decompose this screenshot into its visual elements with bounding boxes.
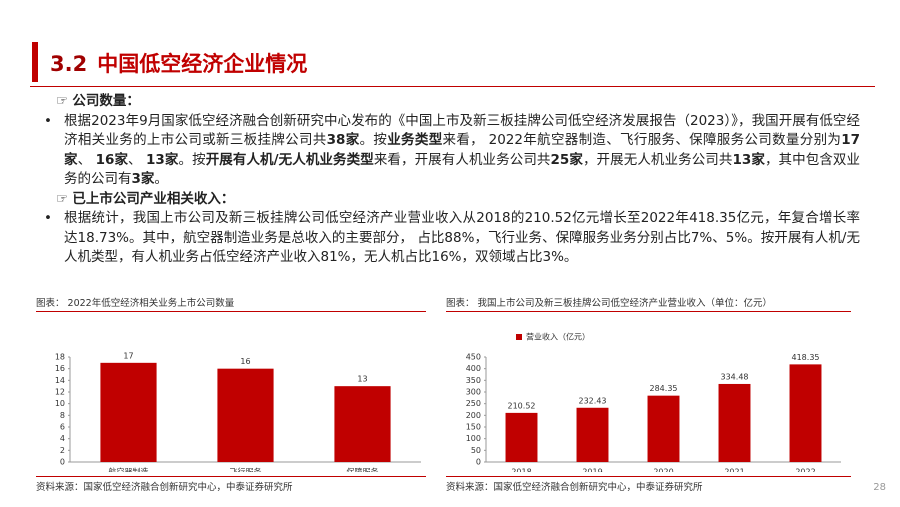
y-tick-label: 100 — [466, 434, 481, 443]
y-tick-label: 16 — [55, 364, 65, 373]
bar — [100, 362, 157, 462]
y-tick-label: 2 — [60, 446, 65, 455]
data-label: 334.48 — [721, 372, 749, 381]
x-tick-label: 飞行服务 — [230, 467, 262, 473]
x-tick-label: 2019 — [582, 468, 602, 473]
data-label: 16 — [240, 357, 250, 366]
accent-bar — [32, 42, 38, 82]
bar — [334, 386, 391, 462]
x-tick-label: 2022 — [795, 468, 815, 473]
bold-run: 17家 — [64, 132, 861, 168]
x-tick-label: 保障服务 — [347, 467, 379, 473]
data-label: 17 — [123, 351, 133, 360]
bold-run: 业务类型 — [387, 132, 443, 148]
chart-caption: 图表： 2022年低空经济相关业务上市公司数量 — [36, 295, 426, 312]
y-tick-label: 8 — [60, 411, 65, 420]
text-run: 根据2023年9月国家低空经济融合创新研究中心发布的《中国上市及新三板挂牌公司低… — [64, 112, 860, 149]
bar — [647, 395, 680, 462]
chart: 0 50 100 150 200 250 300 350 400 450 营业收入（亿元） 2018 2… — [466, 332, 841, 477]
text-run: 、 — [128, 151, 147, 168]
bullet-text: 根据2023年9月国家低空经济融合创新研究中心发布的《中国上市及新三板挂牌公司低… — [40, 112, 860, 190]
y-tick-label: 0 — [476, 458, 481, 467]
x-tick-label: 2018 — [511, 468, 531, 473]
chart-panel: 图表： 我国上市公司及新三板挂牌公司低空经济产业营业收入（单位：亿元） 0 50 1… — [446, 295, 851, 493]
y-tick-label: 300 — [466, 388, 481, 397]
text-run: ，开展无人机业务公司共 — [582, 151, 733, 168]
section-number: 3.2 — [50, 52, 88, 76]
title-rule — [30, 86, 875, 87]
bold-run: 25家 — [550, 151, 583, 168]
title-text: 中国低空经济企业情况 — [97, 52, 308, 76]
bold-run: 13家 — [146, 151, 179, 168]
data-label: 284.35 — [650, 384, 678, 393]
chart-source: 资料来源：国家低空经济融合创新研究中心，中泰证券研究所 — [446, 476, 851, 493]
data-label: 232.43 — [579, 396, 607, 405]
y-tick-label: 50 — [471, 446, 481, 455]
text-run: 来看， 2022年航空器制造、飞行服务、保障服务公司数量分别为 — [442, 132, 842, 148]
data-label: 13 — [357, 375, 367, 384]
data-label: 418.35 — [792, 353, 820, 362]
text-run: ，其中包含双业务的公司有 — [64, 151, 860, 188]
y-tick-label: 18 — [55, 353, 65, 362]
y-tick-label: 350 — [466, 376, 481, 385]
bar — [505, 412, 538, 462]
x-tick-label: 2021 — [724, 468, 744, 473]
x-tick-label: 2020 — [653, 468, 673, 473]
y-tick-label: 450 — [466, 353, 481, 362]
data-label: 210.52 — [508, 401, 536, 410]
y-tick-label: 4 — [60, 434, 65, 443]
chart-source: 资料来源：国家低空经济融合创新研究中心，中泰证券研究所 — [36, 476, 426, 493]
bold-run: 16家 — [95, 151, 129, 168]
y-tick-label: 0 — [60, 458, 65, 467]
text-run: 、 — [77, 151, 96, 168]
y-tick-label: 400 — [466, 364, 481, 373]
y-tick-label: 150 — [466, 423, 481, 432]
legend-swatch — [516, 334, 522, 340]
bar — [718, 383, 751, 462]
text-run: 根据统计，我国上市公司及新三板挂牌公司低空经济产业营业收入从2018的210.5… — [64, 210, 860, 265]
section-heading: 公司数量： — [56, 92, 860, 112]
text-run: 。 — [154, 171, 168, 187]
y-tick-label: 10 — [55, 399, 65, 408]
page-number: 28 — [873, 482, 886, 493]
bar — [789, 364, 822, 462]
bold-run: 3家 — [131, 171, 155, 187]
bold-run: 13家 — [732, 151, 765, 168]
body: 公司数量：根据2023年9月国家低空经济融合创新研究中心发布的《中国上市及新三板… — [40, 92, 860, 268]
y-tick-label: 14 — [55, 376, 65, 385]
y-tick-label: 12 — [55, 388, 65, 397]
chart-panel: 图表： 2022年低空经济相关业务上市公司数量 0 2 4 6 8 10 12 14 16 18 航… — [36, 295, 426, 493]
y-tick-label: 200 — [466, 411, 481, 420]
text-run: 。按 — [178, 151, 206, 168]
chart: 0 2 4 6 8 10 12 14 16 18 航空器制造 17 飞行服务 16 保障服务 13 — [55, 351, 421, 477]
chart-caption: 图表： 我国上市公司及新三板挂牌公司低空经济产业营业收入（单位：亿元） — [446, 295, 851, 312]
y-tick-label: 6 — [60, 423, 65, 432]
text-run: 来看，开展有人机业务公司共 — [373, 151, 551, 168]
x-tick-label: 航空器制造 — [109, 467, 149, 473]
bold-run: 38家 — [326, 132, 360, 148]
bar — [576, 407, 609, 462]
bar — [217, 368, 274, 462]
bold-run: 开展有人机/无人机业务类型 — [205, 151, 374, 168]
slide-title: 3.2 中国低空经济企业情况 — [50, 48, 307, 78]
text-run: 。按 — [359, 132, 388, 148]
section-heading: 已上市公司产业相关收入： — [56, 190, 860, 210]
y-tick-label: 250 — [466, 399, 481, 408]
legend-label: 营业收入（亿元） — [526, 332, 590, 342]
bullet-text: 根据统计，我国上市公司及新三板挂牌公司低空经济产业营业收入从2018的210.5… — [40, 209, 860, 268]
